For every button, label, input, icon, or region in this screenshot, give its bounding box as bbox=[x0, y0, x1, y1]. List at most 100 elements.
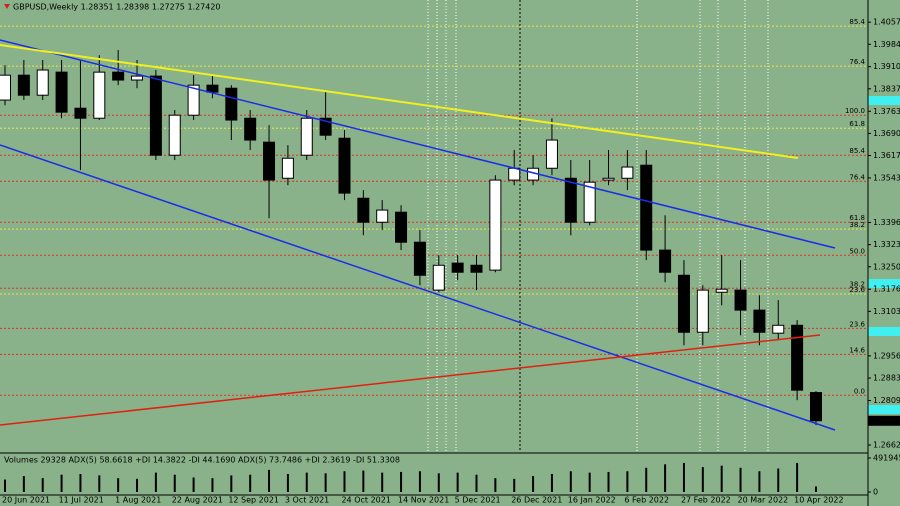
level-label: 61.8 bbox=[849, 214, 865, 222]
y-tick-label: 1.3103 bbox=[873, 307, 900, 316]
y-tick-label: 1.3617 bbox=[873, 151, 900, 160]
candle-body bbox=[168, 114, 181, 156]
y-tick-label: 1.2956 bbox=[873, 351, 900, 360]
candle-body bbox=[696, 289, 709, 333]
last-price-box bbox=[868, 415, 900, 426]
x-tick-label: 20 Jun 2021 bbox=[2, 496, 50, 505]
candle-body bbox=[281, 157, 294, 179]
x-tick-label: 6 Feb 2022 bbox=[624, 496, 669, 505]
y-tick-label: 1.3396 bbox=[873, 218, 900, 227]
y-tick-label: 1.3323 bbox=[873, 240, 900, 249]
candle-body bbox=[809, 392, 822, 422]
grid-verticals bbox=[427, 0, 769, 452]
candle-body bbox=[508, 167, 521, 181]
level-label: 14.6 bbox=[849, 346, 865, 354]
candles bbox=[0, 50, 822, 426]
x-tick-label: 10 Apr 2022 bbox=[794, 496, 843, 505]
y-tick-label: 1.3910 bbox=[873, 62, 900, 71]
channel-lower bbox=[0, 144, 836, 431]
resistance-line bbox=[0, 44, 799, 159]
candle-body bbox=[36, 69, 49, 96]
level-label: 85.4 bbox=[849, 147, 865, 155]
price-box bbox=[868, 405, 900, 414]
candle-body bbox=[17, 74, 30, 96]
last-price-label: 1.2742 bbox=[872, 416, 900, 425]
candle-body bbox=[395, 211, 408, 243]
candle-body bbox=[74, 107, 87, 119]
volume-tick-label: 491945 bbox=[873, 453, 900, 462]
price-box bbox=[868, 327, 900, 336]
candle-body bbox=[149, 75, 162, 156]
candle-body bbox=[55, 71, 68, 113]
y-tick-label: 1.3984 bbox=[873, 40, 900, 49]
indicator-label: Volumes 29328 ADX(5) 58.6618 +DI 14.3822… bbox=[4, 456, 400, 465]
candle-body bbox=[602, 177, 615, 181]
level-label: 76.4 bbox=[849, 58, 865, 66]
y-tick-label: 1.3837 bbox=[873, 84, 900, 93]
level-label: 100.0 bbox=[845, 107, 865, 115]
level-label: 38.2 bbox=[849, 280, 865, 288]
level-label: 85.4 bbox=[849, 18, 865, 26]
y-tick-label: 1.2662 bbox=[873, 441, 900, 450]
candle-body bbox=[677, 274, 690, 333]
candle-body bbox=[659, 249, 672, 273]
candle-body bbox=[621, 166, 634, 179]
candle-body bbox=[734, 289, 747, 311]
y-tick-label: 1.3250 bbox=[873, 262, 900, 271]
x-tick-label: 1 Aug 2021 bbox=[115, 496, 161, 505]
symbol-icon bbox=[4, 4, 10, 9]
chart-title: GBPUSD,Weekly 1.28351 1.28398 1.27275 1.… bbox=[13, 3, 221, 12]
trendlines bbox=[0, 39, 836, 431]
candle-body bbox=[772, 324, 785, 334]
candle-body bbox=[112, 71, 125, 81]
candle-body bbox=[206, 84, 219, 93]
candle-body bbox=[413, 241, 426, 276]
volume-tick-label: 0 bbox=[873, 488, 878, 497]
candle-body bbox=[131, 75, 144, 81]
x-tick-label: 24 Oct 2021 bbox=[341, 496, 390, 505]
x-tick-label: 3 Oct 2021 bbox=[285, 496, 329, 505]
level-label: 23.6 bbox=[849, 320, 865, 328]
candle-body bbox=[300, 117, 313, 156]
y-tick-label: 1.3763 bbox=[873, 107, 900, 116]
candle-body bbox=[244, 117, 257, 141]
candle-body bbox=[715, 288, 728, 293]
candle-body bbox=[225, 87, 238, 121]
x-tick-label: 11 Jul 2021 bbox=[59, 496, 104, 505]
channel-upper bbox=[0, 39, 836, 249]
candle-body bbox=[187, 84, 200, 116]
candle-body bbox=[357, 197, 370, 223]
candle-body bbox=[319, 117, 332, 136]
y-tick-label: 1.3176 bbox=[873, 285, 900, 294]
level-label: 23.6 bbox=[849, 286, 865, 294]
candle-body bbox=[640, 164, 653, 251]
candle-body bbox=[545, 139, 558, 169]
x-tick-label: 20 Mar 2022 bbox=[738, 496, 789, 505]
level-label: 76.4 bbox=[849, 173, 865, 181]
candle-body bbox=[338, 137, 351, 194]
price-box bbox=[868, 96, 900, 105]
support-line bbox=[0, 334, 821, 426]
candle-body bbox=[470, 264, 483, 273]
price-box bbox=[868, 279, 900, 288]
candle-body bbox=[0, 74, 11, 101]
level-label: 61.8 bbox=[849, 120, 865, 128]
x-tick-label: 26 Dec 2021 bbox=[511, 496, 562, 505]
candle-body bbox=[791, 324, 804, 391]
y-tick-label: 1.2883 bbox=[873, 374, 900, 383]
y-tick-label: 1.3543 bbox=[873, 173, 900, 182]
candle-body bbox=[489, 179, 502, 271]
candle-body bbox=[376, 209, 389, 223]
y-tick-label: 1.2809 bbox=[873, 396, 900, 405]
x-tick-label: 14 Nov 2021 bbox=[398, 496, 449, 505]
candle-body bbox=[263, 141, 276, 181]
levels: 85.476.4100.061.885.476.461.838.250.038.… bbox=[0, 18, 868, 396]
price-boxes bbox=[868, 96, 900, 414]
x-tick-label: 12 Sep 2021 bbox=[228, 496, 279, 505]
y-tick-label: 1.3690 bbox=[873, 129, 900, 138]
level-label: 38.2 bbox=[849, 221, 865, 229]
candle-body bbox=[432, 264, 445, 291]
level-label: 50.0 bbox=[849, 247, 865, 255]
y-tick-label: 1.4057 bbox=[873, 18, 900, 27]
